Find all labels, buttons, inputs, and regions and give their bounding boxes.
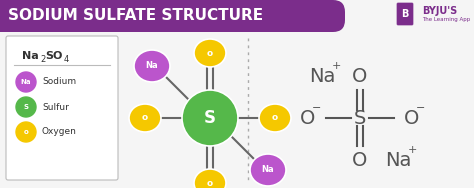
Text: −: − [312, 103, 322, 113]
Circle shape [16, 72, 36, 92]
Ellipse shape [194, 169, 226, 188]
Circle shape [16, 97, 36, 117]
Text: Sodium: Sodium [42, 77, 76, 86]
Text: O: O [301, 108, 316, 127]
Text: S: S [24, 104, 28, 110]
Text: Na: Na [21, 79, 31, 85]
FancyBboxPatch shape [397, 3, 413, 25]
Text: Na: Na [146, 61, 158, 70]
Text: SODIUM SULFATE STRUCTURE: SODIUM SULFATE STRUCTURE [8, 8, 263, 24]
Text: Na: Na [309, 67, 335, 86]
Text: +: + [331, 61, 341, 71]
Text: Na: Na [22, 51, 39, 61]
Ellipse shape [134, 50, 170, 82]
Text: 2: 2 [40, 55, 45, 64]
Ellipse shape [182, 90, 238, 146]
Text: S: S [204, 109, 216, 127]
Text: −: − [416, 103, 426, 113]
Ellipse shape [259, 104, 291, 132]
Text: +: + [407, 145, 417, 155]
Text: O: O [404, 108, 419, 127]
Text: S: S [354, 108, 366, 127]
Text: Na: Na [262, 165, 274, 174]
Text: SO: SO [45, 51, 63, 61]
Text: B: B [401, 9, 409, 19]
Text: O: O [352, 67, 368, 86]
FancyBboxPatch shape [0, 0, 345, 32]
Text: Na: Na [385, 151, 411, 170]
Text: O: O [352, 151, 368, 170]
Ellipse shape [194, 39, 226, 67]
Text: BYJU'S: BYJU'S [422, 6, 457, 16]
Bar [0, 0, 20, 32]
Circle shape [16, 122, 36, 142]
Text: o: o [24, 129, 28, 135]
FancyBboxPatch shape [6, 36, 118, 180]
Ellipse shape [129, 104, 161, 132]
Text: o: o [207, 178, 213, 187]
Text: o: o [207, 49, 213, 58]
Text: 4: 4 [64, 55, 69, 64]
Text: o: o [142, 114, 148, 123]
Text: o: o [272, 114, 278, 123]
Text: Oxygen: Oxygen [42, 127, 77, 136]
Text: Sulfur: Sulfur [42, 102, 69, 111]
Ellipse shape [250, 154, 286, 186]
Text: The Learning App: The Learning App [422, 17, 470, 21]
